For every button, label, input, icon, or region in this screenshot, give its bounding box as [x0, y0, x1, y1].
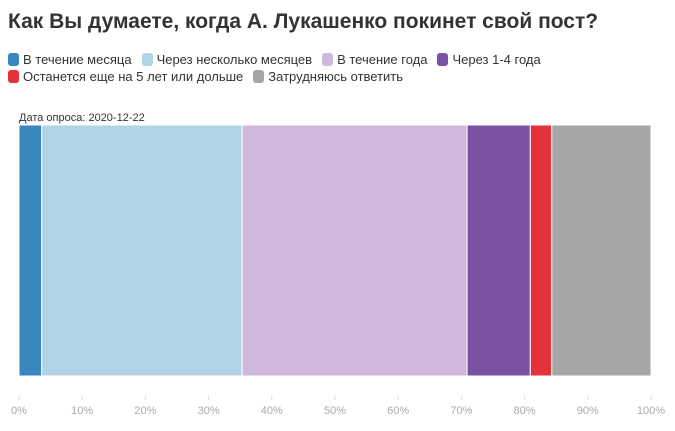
legend-item: Через несколько месяцев	[141, 52, 313, 67]
x-tick-label: 100%	[637, 405, 665, 417]
x-tick-label: 70%	[450, 405, 472, 417]
legend-item: В течение года	[322, 52, 427, 67]
legend-swatch	[253, 70, 265, 83]
legend-item: В течение месяца	[8, 52, 132, 67]
legend-label: Затрудняюсь ответить	[268, 69, 404, 84]
legend-swatch	[141, 53, 153, 66]
x-tick-label: 60%	[387, 405, 409, 417]
x-tick-label: 0%	[11, 405, 27, 417]
legend-swatch	[437, 53, 449, 66]
bar-segment	[241, 124, 468, 377]
legend-label: Через несколько месяцев	[156, 52, 313, 67]
bar-segment	[41, 124, 243, 377]
legend-item: Останется еще на 5 лет или дольше	[8, 69, 243, 84]
x-tick-label: 10%	[71, 405, 93, 417]
legend-swatch	[322, 53, 334, 66]
legend-label: Останется еще на 5 лет или дольше	[23, 69, 244, 84]
legend-label: В течение года	[337, 52, 428, 67]
bar-segment	[529, 124, 553, 377]
bar-segment	[466, 124, 531, 377]
legend-swatch	[8, 70, 19, 83]
x-tick-label: 90%	[577, 405, 599, 417]
legend-label: В течение месяца	[23, 52, 132, 67]
legend-item: Через 1-4 года	[437, 52, 541, 67]
x-tick-label: 80%	[514, 405, 536, 417]
bar-segment	[18, 124, 43, 377]
legend-item: Затрудняюсь ответить	[253, 69, 403, 84]
category-label: Дата опроса: 2020-12-22	[19, 112, 145, 124]
legend: В течение месяца Через несколько месяцев В…	[8, 52, 568, 84]
x-tick-label: 40%	[261, 405, 283, 417]
chart-title: Как Вы думаете, когда А. Лукашенко покин…	[8, 10, 599, 33]
x-tick-label: 20%	[134, 405, 156, 417]
legend-label: Через 1-4 года	[452, 52, 541, 67]
bar-segment	[551, 124, 652, 377]
x-tick-label: 50%	[324, 405, 346, 417]
legend-swatch	[8, 53, 19, 66]
x-tick-label: 30%	[198, 405, 220, 417]
